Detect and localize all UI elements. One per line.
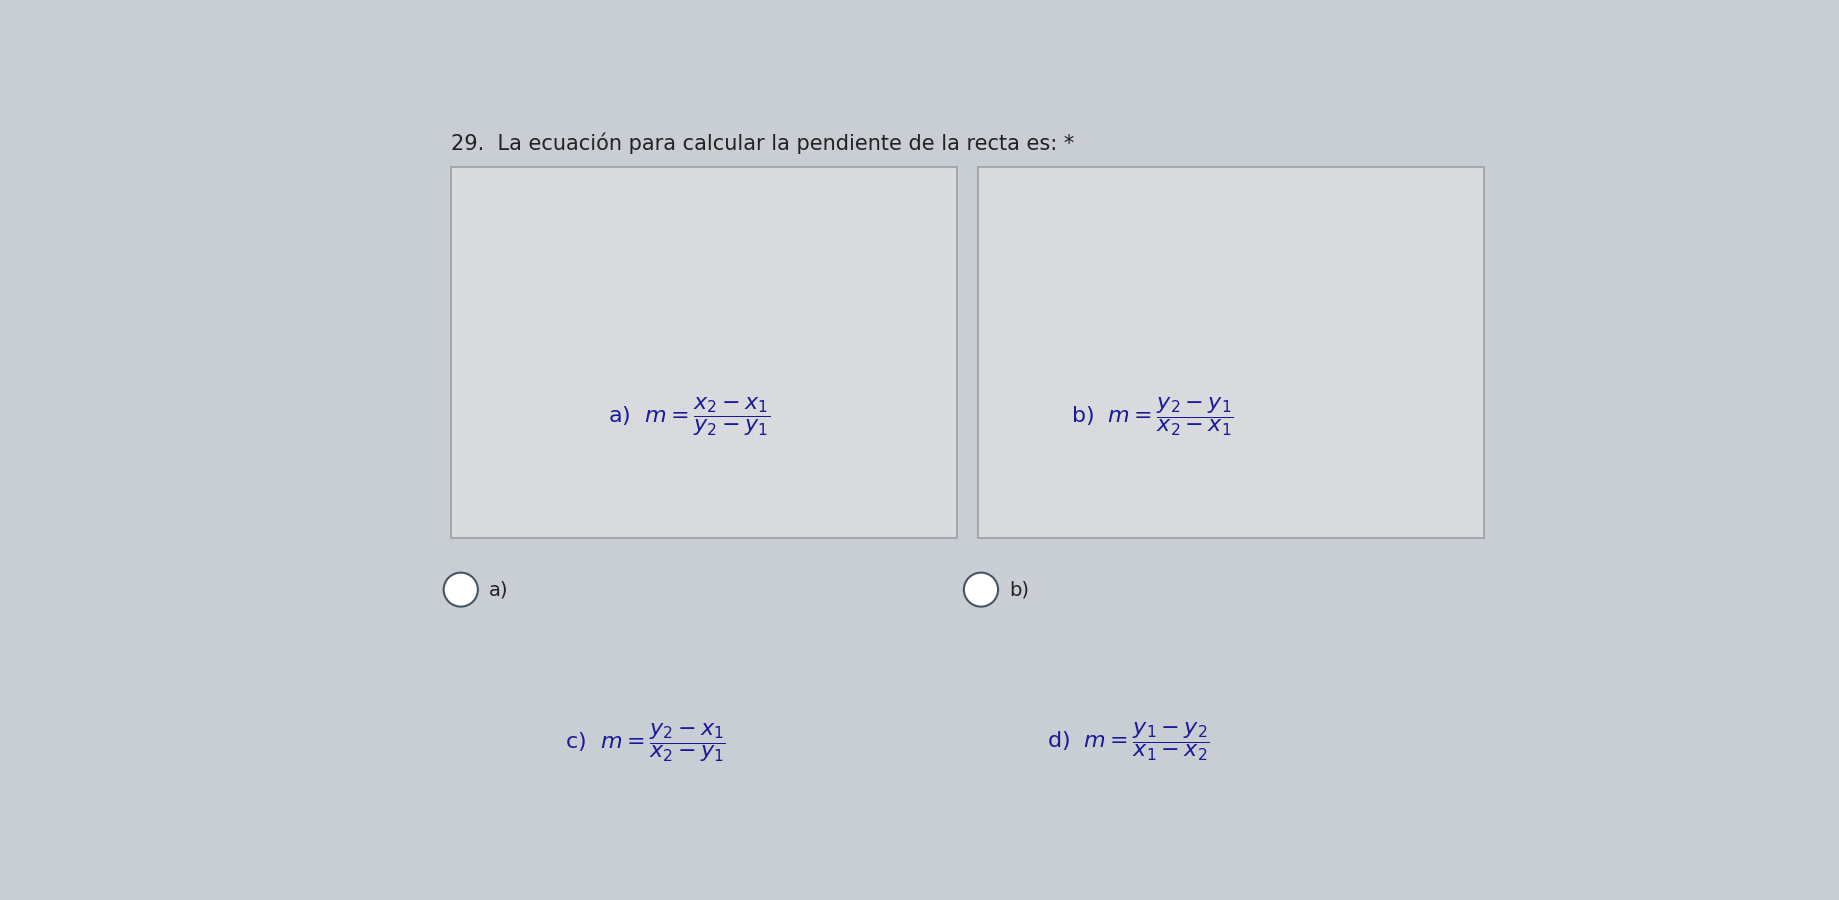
FancyBboxPatch shape — [451, 166, 956, 537]
Text: a)  $m = \dfrac{x_2-x_1}{y_2-y_1}$: a) $m = \dfrac{x_2-x_1}{y_2-y_1}$ — [607, 395, 771, 437]
FancyBboxPatch shape — [978, 166, 1484, 537]
Text: 29.  La ecuación para calcular la pendiente de la recta es: *: 29. La ecuación para calcular la pendien… — [451, 132, 1074, 154]
Ellipse shape — [964, 572, 999, 607]
Text: c)  $m = \dfrac{y_2-x_1}{x_2-y_1}$: c) $m = \dfrac{y_2-x_1}{x_2-y_1}$ — [565, 721, 726, 763]
Text: b): b) — [1010, 580, 1030, 599]
Text: d)  $m = \dfrac{y_1-y_2}{x_1-x_2}$: d) $m = \dfrac{y_1-y_2}{x_1-x_2}$ — [1046, 721, 1208, 763]
Text: b)  $m = \dfrac{y_2-y_1}{x_2-x_1}$: b) $m = \dfrac{y_2-y_1}{x_2-x_1}$ — [1070, 395, 1234, 437]
Ellipse shape — [443, 572, 478, 607]
Text: a): a) — [489, 580, 509, 599]
